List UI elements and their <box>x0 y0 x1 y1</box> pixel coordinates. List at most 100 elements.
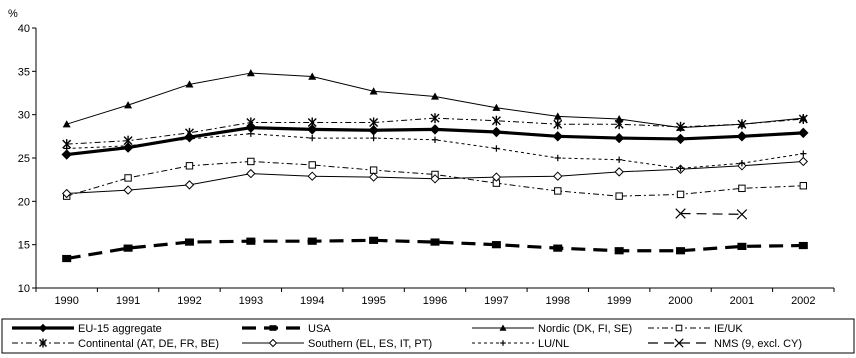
x-tick-label: 1993 <box>239 295 263 307</box>
series-point-marker <box>246 168 256 179</box>
series-point-marker <box>369 117 379 128</box>
series-point-marker <box>553 244 563 252</box>
series-point-marker <box>63 145 70 152</box>
legend-box <box>1 318 855 354</box>
series-point-marker <box>675 208 686 219</box>
series-point-marker <box>553 112 562 120</box>
legend-label: Nordic (DK, FI, SE) <box>538 323 632 335</box>
series-point-marker <box>123 244 133 252</box>
series-point-marker <box>307 171 317 181</box>
series-point-marker <box>430 174 440 184</box>
x-tick-label: 1990 <box>54 295 78 307</box>
y-tick-label: 20 <box>18 196 30 208</box>
series-point-marker <box>553 119 563 130</box>
series-point-marker <box>429 124 441 135</box>
x-tick-label: 2002 <box>791 295 815 307</box>
legend-item: NMS (9, excl. CY) <box>648 338 802 350</box>
legend-item: Continental (AT, DE, FR, BE) <box>12 338 219 350</box>
series-point-marker <box>307 124 318 135</box>
series-point-marker <box>738 160 746 167</box>
series-point-marker <box>491 241 501 249</box>
y-unit-label: % <box>8 8 18 20</box>
series-point-marker <box>738 184 746 193</box>
legend-label: IE/UK <box>714 323 743 335</box>
series-5 <box>61 156 809 199</box>
x-tick-label: 1995 <box>361 295 385 307</box>
series-point-marker <box>184 180 195 190</box>
series-point-marker <box>186 135 193 143</box>
series-point-marker <box>800 150 807 157</box>
x-tick-label: 2001 <box>730 295 754 307</box>
series-point-marker <box>309 134 316 142</box>
series-point-marker <box>798 241 808 250</box>
legend-label: EU-15 aggregate <box>78 323 162 335</box>
series-point-marker <box>247 157 255 166</box>
series-point-marker <box>61 188 72 199</box>
series-point-marker <box>269 325 277 331</box>
series-point-marker <box>124 101 133 109</box>
series-point-marker <box>676 121 686 132</box>
legend: EU-15 aggregate USA Nordic (DK, FI, SE) IE/… <box>1 318 855 354</box>
series-point-marker <box>368 125 379 136</box>
legend-item: LU/NL <box>472 338 569 350</box>
x-tick-label: 1996 <box>423 295 447 307</box>
x-tick-label: 2000 <box>668 295 692 307</box>
series-point-marker <box>369 236 379 244</box>
legend-item: EU-15 aggregate <box>12 323 162 335</box>
y-tick-label: 10 <box>18 283 30 295</box>
series-point-marker <box>307 237 317 245</box>
x-tick-label: 1994 <box>300 295 324 307</box>
series-point-marker <box>268 338 278 348</box>
series-point-marker <box>431 136 439 143</box>
legend-label: Southern (EL, ES, IT, PT) <box>308 338 432 350</box>
legend-item: USA <box>242 323 331 335</box>
y-tick-label: 40 <box>18 23 30 35</box>
series-point-marker <box>798 127 809 139</box>
series-point-marker <box>554 187 562 195</box>
x-tick-label: 1998 <box>546 295 570 307</box>
legend-label: LU/NL <box>538 338 569 350</box>
series-point-marker <box>370 134 377 142</box>
legend-item: Southern (EL, ES, IT, PT) <box>242 338 432 350</box>
series-point-marker <box>736 131 748 142</box>
legend-item: IE/UK <box>648 323 743 335</box>
series-point-marker <box>499 324 507 331</box>
series-point-marker <box>554 154 561 162</box>
y-tick-label: 35 <box>18 66 30 78</box>
series-point-marker <box>246 117 256 128</box>
series-point-marker <box>614 247 624 255</box>
series-point-marker <box>493 145 500 152</box>
series-point-marker <box>736 209 748 220</box>
x-tick-label: 1999 <box>607 295 631 307</box>
series-point-marker <box>307 117 317 128</box>
series-point-marker <box>491 126 502 138</box>
series-point-marker <box>246 237 256 245</box>
series-point-marker <box>675 324 683 332</box>
series-point-marker <box>615 156 623 163</box>
series-point-marker <box>368 172 379 182</box>
series-point-marker <box>185 80 194 88</box>
x-tick-label: 1992 <box>177 295 201 307</box>
x-tick-label: 1997 <box>484 295 508 307</box>
series-point-marker <box>553 171 563 181</box>
series-point-marker <box>500 340 506 346</box>
series-point-marker <box>123 185 133 195</box>
series-point-marker <box>61 149 72 160</box>
axes: 10 15 20 25 30 35 40 1990 1991 1992 1993 1994 1995 19… <box>18 23 835 307</box>
series-point-marker <box>552 131 563 142</box>
series-point-marker <box>737 242 747 250</box>
series-point-marker <box>430 113 440 124</box>
series-6 <box>63 130 807 172</box>
series-point-marker <box>62 254 72 263</box>
series-1 <box>62 236 808 263</box>
series-point-marker <box>614 119 624 130</box>
series-point-marker <box>247 130 255 137</box>
series-point-marker <box>246 69 255 77</box>
series-point-marker <box>491 172 502 182</box>
legend-label: USA <box>308 323 331 335</box>
series-point-marker <box>615 115 624 123</box>
series-layer <box>61 69 809 263</box>
series-point-marker <box>798 114 808 124</box>
series-point-marker <box>614 167 624 177</box>
series-point-marker <box>737 119 747 130</box>
